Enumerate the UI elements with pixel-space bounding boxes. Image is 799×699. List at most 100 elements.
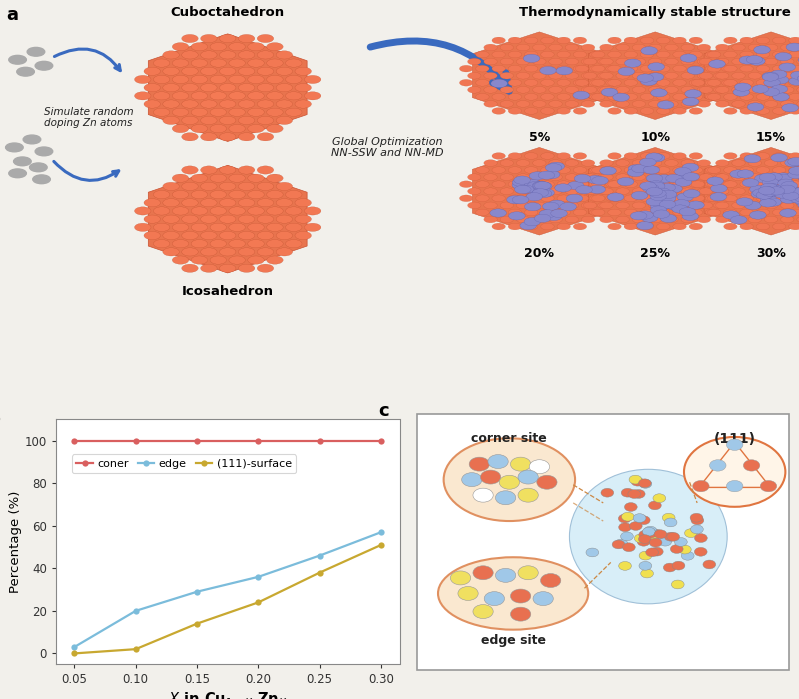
Circle shape <box>634 534 647 542</box>
Circle shape <box>181 51 198 59</box>
Circle shape <box>673 209 686 216</box>
Circle shape <box>781 73 794 79</box>
Circle shape <box>526 192 543 201</box>
Circle shape <box>512 196 529 204</box>
Circle shape <box>660 190 677 199</box>
Circle shape <box>766 173 782 181</box>
Circle shape <box>543 171 560 179</box>
Circle shape <box>699 87 713 93</box>
Circle shape <box>548 200 565 208</box>
Circle shape <box>761 188 778 196</box>
Circle shape <box>492 94 506 100</box>
Circle shape <box>524 223 538 230</box>
Circle shape <box>672 205 689 213</box>
Circle shape <box>685 89 702 98</box>
Circle shape <box>535 189 552 198</box>
Text: 10%: 10% <box>640 131 670 145</box>
Circle shape <box>173 92 189 100</box>
Circle shape <box>181 133 198 141</box>
Circle shape <box>773 80 786 86</box>
Circle shape <box>144 231 161 240</box>
Circle shape <box>789 152 799 159</box>
Circle shape <box>220 133 236 141</box>
Circle shape <box>714 188 727 194</box>
Circle shape <box>646 532 659 540</box>
Circle shape <box>257 231 274 240</box>
Circle shape <box>643 529 656 538</box>
Circle shape <box>748 58 761 65</box>
Circle shape <box>768 187 785 195</box>
Circle shape <box>660 215 677 222</box>
Circle shape <box>201 116 217 124</box>
Circle shape <box>698 202 710 209</box>
Circle shape <box>295 67 312 75</box>
Circle shape <box>657 80 670 86</box>
Circle shape <box>229 256 245 264</box>
X-axis label: $X$ in Cu$_{1-X}$ Zn$_X$: $X$ in Cu$_{1-X}$ Zn$_X$ <box>168 690 288 699</box>
Circle shape <box>621 532 634 541</box>
Circle shape <box>682 212 698 220</box>
Circle shape <box>616 58 630 65</box>
Circle shape <box>653 202 670 210</box>
Circle shape <box>756 108 769 115</box>
Circle shape <box>533 44 546 51</box>
Circle shape <box>35 62 53 70</box>
Circle shape <box>220 231 236 240</box>
Circle shape <box>573 51 586 58</box>
Circle shape <box>761 183 777 192</box>
Circle shape <box>549 101 562 107</box>
Circle shape <box>664 533 677 541</box>
Circle shape <box>797 75 799 82</box>
Circle shape <box>524 37 538 44</box>
Circle shape <box>257 215 274 223</box>
Circle shape <box>625 503 637 512</box>
Circle shape <box>657 195 670 201</box>
(111)-surface <box>376 541 386 549</box>
Circle shape <box>173 207 189 215</box>
Circle shape <box>516 202 530 209</box>
Circle shape <box>541 167 555 173</box>
Circle shape <box>551 209 567 217</box>
Text: 30%: 30% <box>756 247 786 260</box>
Circle shape <box>689 167 702 173</box>
Circle shape <box>763 187 780 194</box>
Circle shape <box>257 166 274 174</box>
Circle shape <box>520 222 537 230</box>
Circle shape <box>484 202 497 209</box>
Circle shape <box>789 51 799 58</box>
Circle shape <box>549 174 562 180</box>
Circle shape <box>495 568 515 582</box>
Circle shape <box>524 167 538 173</box>
Circle shape <box>524 209 538 216</box>
Circle shape <box>492 152 506 159</box>
Circle shape <box>650 206 667 214</box>
coner <box>315 436 324 445</box>
Circle shape <box>285 223 302 231</box>
Circle shape <box>659 194 676 203</box>
Circle shape <box>797 174 799 180</box>
Circle shape <box>649 44 662 51</box>
Circle shape <box>732 202 745 209</box>
Circle shape <box>624 223 638 230</box>
Circle shape <box>500 159 514 166</box>
Circle shape <box>641 78 657 85</box>
Circle shape <box>789 209 799 216</box>
Circle shape <box>285 190 302 199</box>
Circle shape <box>210 190 227 199</box>
Circle shape <box>674 200 690 208</box>
Circle shape <box>679 208 696 216</box>
Circle shape <box>541 80 555 86</box>
Circle shape <box>181 215 198 223</box>
Circle shape <box>590 167 603 173</box>
Circle shape <box>549 44 562 51</box>
Circle shape <box>631 477 644 486</box>
Circle shape <box>565 159 578 166</box>
Circle shape <box>724 223 737 230</box>
Circle shape <box>598 188 611 194</box>
Polygon shape <box>588 32 722 120</box>
Circle shape <box>773 94 786 100</box>
Circle shape <box>648 182 665 190</box>
Circle shape <box>565 188 578 194</box>
Circle shape <box>748 87 761 93</box>
Circle shape <box>740 223 753 230</box>
